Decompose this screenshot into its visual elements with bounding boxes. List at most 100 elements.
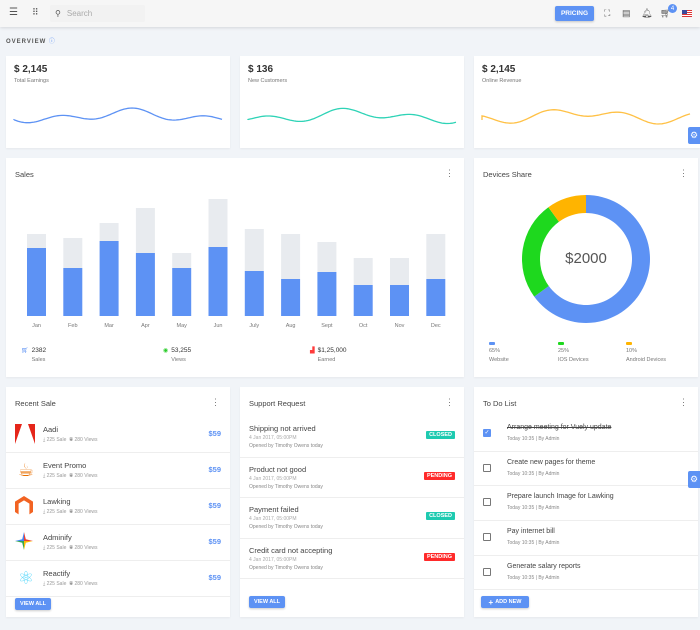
month-label: Oct (358, 323, 368, 329)
todo-item: Create new pages for theme Today 10:35 |… (474, 452, 698, 487)
apps-grid-icon[interactable]: ⠿ (32, 7, 39, 17)
todo-text: Create new pages for theme (507, 458, 596, 466)
settings-gear-icon[interactable]: ⚙ (688, 471, 700, 488)
product-meta: ⤓ 225 Sale ◉ 280 Views (43, 509, 98, 515)
view-all-button[interactable]: VIEW ALL (249, 596, 285, 608)
support-request-item[interactable]: Product not good 4 Jan 2017, 05:00PM Ope… (240, 458, 464, 498)
fullscreen-icon[interactable]: ⛶ (604, 8, 611, 18)
bar-sales (135, 253, 155, 316)
more-menu-icon[interactable]: ⋮ (445, 397, 454, 407)
footer-label: Views (171, 357, 186, 363)
recent-sale-item[interactable]: ☕︎ Event Promo ⤓ 225 Sale ◉ 280 Views $5… (6, 453, 230, 489)
todo-checkbox[interactable] (483, 463, 491, 472)
bar-remaining (135, 208, 155, 253)
status-badge: PENDING (423, 552, 455, 561)
us-flag-icon[interactable] (682, 10, 692, 17)
more-menu-icon[interactable]: ⋮ (679, 168, 688, 178)
bar-remaining (390, 258, 409, 285)
legend-label: Website (489, 357, 509, 363)
bar-remaining (317, 242, 337, 272)
plus-icon: + (488, 597, 494, 607)
java-logo: ☕︎ (17, 460, 35, 480)
recent-sale-item[interactable]: Aadi ⤓ 225 Sale ◉ 280 Views $59 (6, 417, 230, 453)
legend-percent: 25% (558, 348, 570, 354)
search-input[interactable]: ⚲ Search (50, 5, 145, 22)
search-icon: ⚲ (55, 9, 61, 18)
bar-sales (244, 271, 264, 316)
request-opened-by: Opened by Timothy Owens today (249, 483, 323, 490)
recent-sale-item[interactable]: Adminify ⤓ 225 Sale ◉ 280 Views $59 (6, 525, 230, 561)
footer-label: Earned (317, 357, 336, 363)
add-new-button[interactable]: + ADD NEW (481, 596, 529, 608)
download-icon: ⤓ (43, 545, 46, 551)
support-request-item[interactable]: Shipping not arrived 4 Jan 2017, 05:00PM… (240, 417, 464, 458)
status-badge: PENDING (423, 471, 455, 480)
bar-sales (390, 285, 409, 316)
cart-count-badge: 4 (668, 4, 677, 13)
menu-icon[interactable]: ☰ (9, 7, 18, 18)
stat-value: $ 2,145 (14, 64, 48, 75)
request-date: 4 Jan 2017, 05:00PM (249, 516, 297, 522)
request-opened-by: Opened by Timothy Owens today (249, 524, 323, 530)
recent-sale-item[interactable]: ⚛ Reactify ⤓ 225 Sale ◉ 280 Views $59 (6, 561, 230, 597)
view-all-button[interactable]: VIEW ALL (15, 598, 51, 610)
settings-gear-icon[interactable]: ⚙ (688, 127, 700, 144)
sparkline (13, 107, 223, 124)
recent-sale-title: Recent Sale (15, 399, 56, 408)
month-label: Dec (430, 323, 441, 329)
todo-text: Prepare launch Image for Lawking (507, 493, 614, 501)
footer-value: $1,25,000 (317, 347, 347, 354)
request-title: Product not good (249, 464, 307, 474)
todo-item: Prepare launch Image for Lawking Today 1… (474, 486, 698, 522)
product-meta: ⤓ 225 Sale ◉ 280 Views (43, 581, 98, 587)
month-label: Aug (285, 323, 296, 329)
month-label: May (176, 323, 187, 329)
todo-checkbox[interactable] (483, 498, 491, 507)
more-menu-icon[interactable]: ⋮ (679, 397, 688, 407)
bar-sales (353, 285, 373, 316)
legend-item: 25% IOS Devices (558, 342, 589, 363)
todo-card: To Do List ⋮ ✓ Arrange meeting for Vuely… (474, 387, 698, 617)
request-opened-by: Opened by Timothy Owens today (249, 564, 323, 571)
notification-bell-icon[interactable]: 🔔︎ (641, 8, 653, 18)
month-label: Mar (104, 323, 114, 329)
support-request-item[interactable]: Credit card not accepting 4 Jan 2017, 05… (240, 539, 464, 579)
more-menu-icon[interactable]: ⋮ (445, 168, 454, 178)
bar-remaining (208, 199, 228, 247)
todo-checkbox[interactable]: ✓ (483, 429, 491, 437)
donut-slice-website (534, 195, 650, 323)
todo-checkbox[interactable] (483, 533, 491, 542)
sales-title: Sales (15, 170, 34, 179)
chart-icon: ▟ (310, 348, 315, 354)
pinwheel-logo (15, 532, 37, 554)
sales-footer-stat: 🛒︎ 2382 Sales (21, 347, 46, 363)
request-title: Credit card not accepting (249, 545, 333, 555)
top-bar: ☰ ⠿ ⚲ Search PRICING ⛶ ▤ 🔔︎ 🛒︎ 4 (0, 0, 700, 27)
footer-value: 53,255 (171, 347, 192, 354)
more-menu-icon[interactable]: ⋮ (211, 397, 220, 407)
legend-item: 10% Android Devices (626, 342, 666, 363)
support-request-item[interactable]: Payment failed 4 Jan 2017, 05:00PM Opene… (240, 498, 464, 539)
todo-checkbox[interactable] (483, 567, 491, 576)
todo-text: Arrange meeting for Vuely update (507, 424, 612, 431)
bar-sales (99, 241, 119, 316)
pricing-button[interactable]: PRICING (555, 6, 594, 21)
chat-icon[interactable]: ▤ (622, 8, 631, 18)
download-icon: ⤓ (43, 473, 46, 479)
request-title: Payment failed (249, 505, 299, 514)
todo-text: Generate salary reports (507, 562, 581, 570)
react-logo: ⚛ (17, 568, 35, 588)
todo-meta: Today 10:35 | By Admin (507, 436, 560, 442)
cart-icon[interactable]: 🛒︎ (660, 8, 672, 18)
bar-sales (63, 268, 83, 316)
request-date: 4 Jan 2017, 05:00PM (249, 556, 297, 563)
month-label: Jan (32, 323, 41, 329)
month-label: Sept (321, 323, 333, 329)
recent-sale-item[interactable]: Lawking ⤓ 225 Sale ◉ 280 Views $59 (6, 489, 230, 525)
todo-item: ✓ Arrange meeting for Vuely update Today… (474, 417, 698, 452)
sales-footer-stat: ◉ 53,255 Views (163, 347, 191, 363)
support-request-card: Support Request ⋮ Shipping not arrived 4… (240, 387, 464, 617)
legend-label: IOS Devices (558, 357, 589, 363)
sales-bar-chart (27, 199, 446, 316)
info-icon[interactable]: ⓘ (48, 39, 56, 45)
